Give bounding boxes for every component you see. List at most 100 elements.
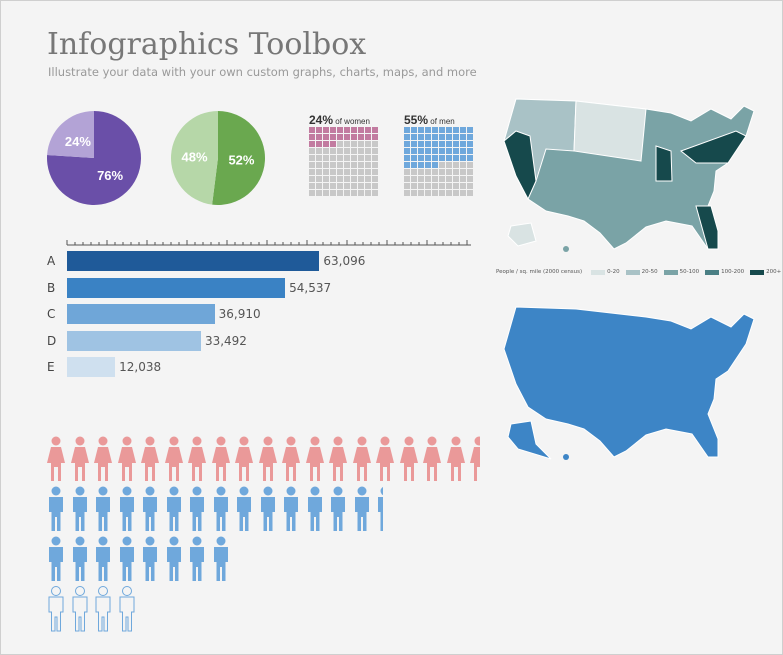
- waffle-cell: [358, 169, 364, 175]
- waffle-cell: [425, 127, 431, 133]
- female-person-icon: [470, 436, 480, 481]
- waffle-cell: [323, 183, 329, 189]
- waffle-cell: [411, 148, 417, 154]
- male-person-icon: [377, 486, 384, 531]
- waffle-cell: [439, 169, 445, 175]
- waffle-cell: [365, 190, 371, 196]
- waffle-cell: [309, 183, 315, 189]
- bar-label: A: [47, 254, 56, 268]
- male-person-icon: [213, 486, 228, 531]
- waffle-cell: [372, 155, 378, 161]
- waffle-cell: [467, 190, 473, 196]
- waffle-cell: [453, 127, 459, 133]
- female-person-icon: [282, 436, 300, 481]
- waffle-cell: [372, 183, 378, 189]
- waffle-suffix: of women: [335, 117, 370, 126]
- waffle-cell: [425, 169, 431, 175]
- waffle-cell: [337, 176, 343, 182]
- waffle-cell: [309, 141, 315, 147]
- waffle-men: 55% of men: [404, 113, 473, 196]
- waffle-cell: [446, 134, 452, 140]
- waffle-cell: [323, 134, 329, 140]
- waffle-cell: [446, 127, 452, 133]
- male-person-icon: [48, 586, 64, 632]
- waffle-cell: [358, 162, 364, 168]
- waffle-cell: [432, 141, 438, 147]
- waffle-cell: [432, 127, 438, 133]
- waffle-cell: [323, 148, 329, 154]
- legend-title: People / sq. mile (2000 census): [496, 269, 583, 275]
- waffle-cell: [365, 127, 371, 133]
- bar-value: 12,038: [119, 360, 162, 374]
- waffle-cell: [337, 183, 343, 189]
- waffle-cell: [316, 162, 322, 168]
- male-person-icon: [354, 486, 369, 531]
- legend-swatch: [750, 269, 765, 275]
- waffle-cell: [330, 134, 336, 140]
- bar-row: C 36,910: [47, 304, 261, 324]
- waffle-cell: [365, 162, 371, 168]
- pie-slice: [212, 111, 265, 205]
- male-person-icon: [96, 486, 110, 531]
- waffle-cell: [439, 162, 445, 168]
- waffle-cell: [309, 148, 315, 154]
- waffle-cell: [453, 148, 459, 154]
- legend-label: 20-50: [641, 269, 658, 275]
- waffle-cell: [344, 190, 350, 196]
- waffle-cell: [446, 169, 452, 175]
- waffle-cell: [404, 176, 410, 182]
- waffle-cell: [411, 176, 417, 182]
- waffle-cell: [372, 190, 378, 196]
- waffle-cell: [446, 176, 452, 182]
- waffle-cell: [344, 127, 350, 133]
- waffle-cell: [411, 141, 417, 147]
- waffle-cell: [330, 176, 336, 182]
- waffle-cell: [460, 162, 466, 168]
- legend-swatch: [625, 269, 640, 275]
- waffle-cell: [344, 141, 350, 147]
- waffle-cell: [446, 162, 452, 168]
- bar-label: E: [47, 360, 55, 374]
- waffle-cell: [439, 127, 445, 133]
- male-person-icon: [166, 486, 181, 531]
- waffle-women: 24% of women: [309, 113, 378, 196]
- bar-value: 63,096: [323, 254, 366, 268]
- legend-label: 200+: [766, 269, 782, 275]
- waffle-cell: [309, 190, 315, 196]
- male-person-icon: [166, 536, 181, 581]
- female-person-icon: [399, 436, 418, 481]
- waffle-cell: [323, 169, 329, 175]
- waffle-cell: [404, 134, 410, 140]
- us-map-blue: [503, 306, 755, 460]
- waffle-cell: [432, 148, 438, 154]
- waffle-cell: [316, 176, 322, 182]
- female-person-icon: [423, 436, 441, 481]
- legend-label: 0-20: [607, 269, 620, 275]
- waffle-cell: [316, 134, 322, 140]
- waffle-cell: [411, 162, 417, 168]
- female-person-icon: [376, 436, 394, 481]
- waffle-cell: [365, 169, 371, 175]
- bar-label: D: [47, 333, 57, 348]
- waffle-cell: [453, 141, 459, 147]
- waffle-cell: [337, 148, 343, 154]
- waffle-cell: [309, 134, 315, 140]
- waffle-cell: [316, 148, 322, 154]
- waffle-cell: [351, 190, 357, 196]
- waffle-cell: [404, 141, 410, 147]
- waffle-cell: [467, 141, 473, 147]
- page-title: Infographics Toolbox: [47, 27, 367, 62]
- waffle-cell: [432, 190, 438, 196]
- waffle-cell: [351, 141, 357, 147]
- waffle-cell: [316, 127, 322, 133]
- alaska: [507, 420, 552, 460]
- male-person-icon: [284, 486, 298, 531]
- waffle-cell: [467, 155, 473, 161]
- waffle-cell: [446, 155, 452, 161]
- waffle-cell: [460, 127, 466, 133]
- bar-label: C: [47, 307, 56, 321]
- female-person-icon: [305, 436, 324, 481]
- waffle-cell: [432, 162, 438, 168]
- bar-row: E 12,038: [47, 357, 161, 377]
- pictograph-row: [46, 536, 234, 584]
